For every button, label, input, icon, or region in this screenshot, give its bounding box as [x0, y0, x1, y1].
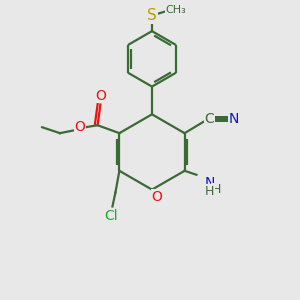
Text: Cl: Cl — [105, 209, 118, 224]
Text: N: N — [229, 112, 239, 126]
Text: H: H — [205, 185, 214, 198]
Text: H: H — [212, 183, 221, 196]
Text: O: O — [74, 120, 85, 134]
Text: O: O — [152, 190, 162, 204]
Text: N: N — [204, 176, 214, 190]
Text: CH₃: CH₃ — [165, 5, 186, 15]
Text: O: O — [95, 88, 106, 103]
Text: S: S — [147, 8, 157, 23]
Text: C: C — [205, 112, 214, 126]
